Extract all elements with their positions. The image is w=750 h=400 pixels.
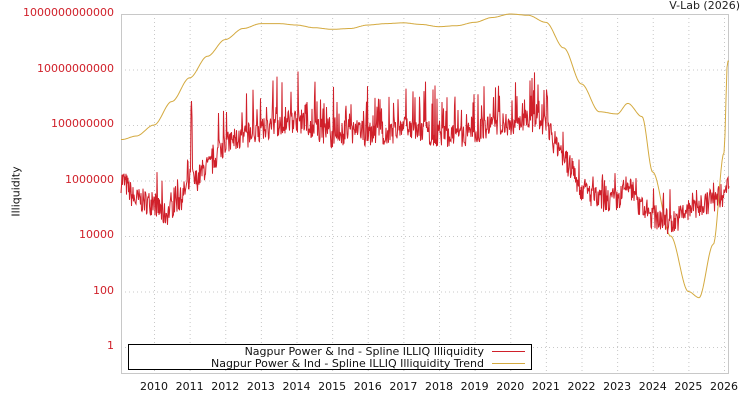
x-tick-label: 2018 bbox=[425, 380, 453, 393]
plot-frame bbox=[121, 14, 729, 374]
x-tick-label: 2021 bbox=[531, 380, 560, 393]
x-tick-label: 2022 bbox=[567, 380, 596, 393]
x-tick-label: 2025 bbox=[674, 380, 703, 393]
y-tick-label: 1000000000000 bbox=[23, 6, 114, 19]
x-tick-label: 2024 bbox=[638, 380, 667, 393]
x-tick-label: 2010 bbox=[140, 380, 168, 393]
y-tick-label: 1000000 bbox=[65, 172, 114, 186]
x-tick-label: 2020 bbox=[496, 380, 525, 393]
y-tick-label: 10000 bbox=[79, 228, 114, 241]
y-tick-label: 100000000 bbox=[51, 117, 114, 130]
y-tick-label: 10000000000 bbox=[37, 61, 114, 75]
x-tick-label: 2026 bbox=[710, 380, 738, 393]
x-tick-label: 2023 bbox=[603, 380, 632, 393]
y-tick-label: 1 bbox=[107, 339, 114, 352]
x-tick-label: 2019 bbox=[460, 380, 489, 393]
legend-label: Nagpur Power & Ind - Spline ILLIQ Illiqu… bbox=[210, 357, 484, 370]
x-tick-label: 2016 bbox=[353, 380, 382, 393]
credit-label: V-Lab (2026) bbox=[669, 0, 740, 12]
grid-lines bbox=[121, 14, 729, 373]
x-tick-label: 2014 bbox=[282, 380, 311, 393]
illiquidity-line bbox=[120, 71, 730, 235]
legend-label: Nagpur Power & Ind - Spline ILLIQ Illiqu… bbox=[244, 345, 484, 358]
legend-swatch-gold bbox=[492, 363, 525, 364]
x-tick-label: 2012 bbox=[211, 380, 240, 393]
y-tick-label: 100 bbox=[93, 283, 114, 297]
legend-item-illiquidity: Nagpur Power & Ind - Spline ILLIQ Illiqu… bbox=[245, 345, 525, 358]
legend-swatch-red bbox=[492, 351, 525, 352]
x-tick-label: 2013 bbox=[246, 380, 275, 393]
trend-line bbox=[121, 13, 729, 299]
x-tick-label: 2017 bbox=[389, 380, 418, 393]
legend: Nagpur Power & Ind - Spline ILLIQ Illiqu… bbox=[128, 344, 532, 370]
x-tick-label: 2015 bbox=[318, 380, 347, 393]
legend-item-trend: Nagpur Power & Ind - Spline ILLIQ Illiqu… bbox=[211, 357, 525, 370]
x-tick-label: 2011 bbox=[175, 380, 204, 393]
